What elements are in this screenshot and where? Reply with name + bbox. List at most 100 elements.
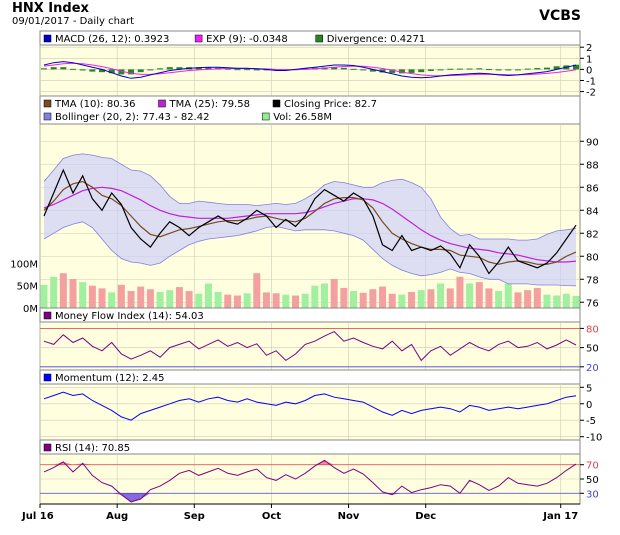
volume-bar [214, 291, 222, 308]
volume-bar [291, 295, 299, 308]
volume-bar [79, 282, 87, 308]
volume-bar [504, 283, 512, 308]
divergence-bar [427, 69, 434, 71]
macd-y-tick-label: 1 [586, 54, 592, 65]
divergence-bar [205, 67, 212, 70]
legend-label: Closing Price: 82.7 [284, 99, 377, 110]
tma25-line [43, 186, 577, 263]
price-y-tick-label: 78 [586, 275, 599, 286]
mfi-line [43, 331, 577, 362]
divergence-bar [273, 69, 280, 71]
divergence-bar [99, 69, 106, 73]
volume-bar [69, 279, 77, 308]
volume-bar [156, 291, 164, 308]
divergence-bar [514, 69, 521, 71]
mfi-y-tick-label: 80 [586, 324, 599, 335]
volume-bar [369, 289, 377, 308]
mfi-y-tick-label: 50 [586, 344, 599, 355]
divergence-bar [573, 64, 579, 70]
legend-label: Momentum (12): 2.45 [55, 373, 165, 384]
legend-label: Money Flow Index (14): 54.03 [55, 311, 204, 322]
macd-y-tick-label: 0 [586, 65, 592, 76]
volume-bar [427, 289, 435, 308]
macd-y-tick-label: -2 [586, 88, 596, 99]
legend-swatch [261, 112, 270, 121]
divergence-bar [195, 67, 202, 70]
x-tick-label: Jan 17 [542, 511, 578, 522]
volume-bar [175, 287, 183, 308]
divergence-bar [60, 67, 67, 70]
mfi-y-tick-label: 20 [586, 363, 599, 374]
volume-bar [514, 292, 522, 308]
rsi-oversold-fill [140, 493, 151, 499]
volume-bar [127, 291, 135, 308]
volume-bar [495, 291, 503, 308]
x-tick-label: Dec [415, 511, 436, 522]
divergence-bar [224, 68, 231, 70]
volume-bar [466, 283, 474, 308]
divergence-bar [89, 69, 96, 72]
legend-label: Divergence: 0.4271 [327, 34, 426, 45]
rsi-oversold-fill [131, 493, 141, 502]
divergence-bar [41, 68, 47, 70]
volume-bar [301, 293, 309, 308]
legend-swatch [43, 311, 52, 320]
price-y-tick-label: 80 [586, 252, 599, 263]
volume-bar [408, 291, 416, 308]
bollinger-upper-line [43, 153, 577, 241]
price-y-tick-label: 76 [586, 298, 599, 309]
volume-bar [417, 290, 425, 308]
momentum-y-tick-label: -10 [586, 433, 602, 444]
divergence-bar [108, 69, 115, 74]
volume-bar [108, 292, 116, 308]
legend-label: Bollinger (20, 2): 77.43 - 82.42 [55, 112, 209, 123]
volume-y-tick-label: 50M [17, 282, 38, 293]
x-tick-label: Nov [338, 511, 360, 522]
x-tick-label: Oct [262, 511, 281, 522]
divergence-bar [340, 67, 347, 70]
rsi-y-tick-label: 30 [586, 489, 599, 500]
volume-bar [533, 287, 541, 308]
divergence-bar [70, 68, 77, 70]
exp-signal-line [43, 62, 577, 77]
x-tick-label: Jul 16 [21, 511, 54, 522]
closing-price-line [43, 168, 577, 275]
divergence-bar [369, 69, 376, 72]
volume-bar [359, 292, 367, 308]
x-tick-label: Sep [184, 511, 205, 522]
volume-bar [456, 276, 464, 308]
divergence-bar [118, 69, 125, 75]
volume-bar [311, 285, 319, 308]
volume-bar [243, 293, 251, 308]
divergence-bar [137, 69, 144, 73]
rsi-legend-bar [39, 439, 581, 455]
volume-bar [195, 293, 203, 308]
chart-subtitle: 09/01/2017 - Daily chart [12, 16, 135, 27]
volume-bar [485, 288, 493, 308]
legend-swatch [43, 443, 52, 452]
divergence-bar [331, 67, 338, 70]
volume-bar [475, 282, 483, 308]
divergence-bar [147, 69, 154, 71]
x-tick-label: Aug [106, 511, 128, 522]
volume-bar [524, 290, 532, 308]
legend-swatch [194, 34, 203, 43]
macd-legend-bar [39, 30, 581, 46]
momentum-legend-bar [39, 369, 581, 385]
macd-line [43, 61, 577, 79]
divergence-bar [50, 67, 57, 70]
legend-label: TMA (25): 79.58 [169, 99, 250, 110]
legend-swatch [43, 34, 52, 43]
volume-bar [272, 293, 280, 308]
volume-bar [446, 288, 454, 308]
chart-title: HNX Index [12, 1, 89, 16]
divergence-bar [543, 67, 550, 70]
legend-label: EXP (9): -0.0348 [206, 34, 288, 45]
momentum-y-tick-label: 0 [586, 400, 592, 411]
legend-swatch [158, 99, 166, 108]
momentum-y-tick-label: -5 [586, 416, 596, 427]
divergence-bar [176, 67, 183, 70]
volume-bar [98, 288, 106, 308]
divergence-bar [447, 68, 454, 70]
volume-bar [233, 295, 241, 308]
